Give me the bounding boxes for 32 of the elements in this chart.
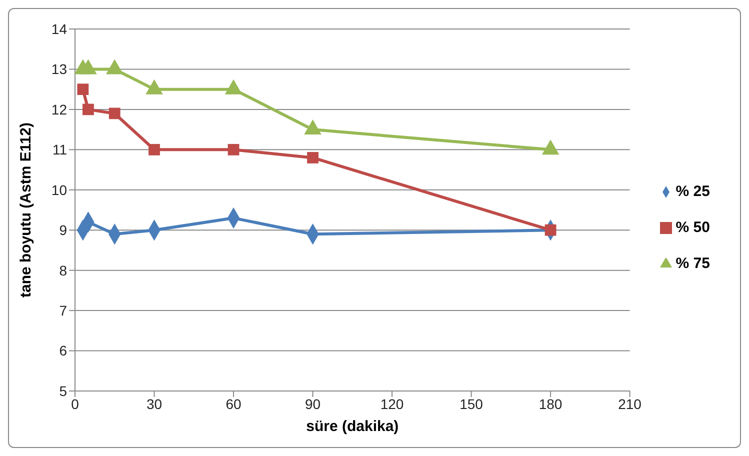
y-tick-label: 8 xyxy=(59,262,68,278)
y-tick-label: 11 xyxy=(52,142,68,158)
x-tick-label: 90 xyxy=(304,396,321,412)
point xyxy=(146,79,163,94)
x-tick-label: 60 xyxy=(226,396,242,412)
legend-label: % 25 xyxy=(676,183,710,200)
y-tick-label: 12 xyxy=(51,101,68,118)
y-tick-label: 13 xyxy=(51,61,68,78)
point xyxy=(148,144,160,156)
point xyxy=(304,120,322,135)
legend-label: % 50 xyxy=(676,219,710,236)
x-tick-label: 180 xyxy=(538,396,562,412)
x-tick-label: 120 xyxy=(380,396,404,412)
point xyxy=(307,152,318,164)
x-tick-label: 0 xyxy=(71,396,80,412)
point xyxy=(106,59,124,74)
x-axis-title: süre (dakika) xyxy=(306,418,399,435)
x-tick-label: 150 xyxy=(460,396,484,412)
x-tick-label: 30 xyxy=(146,396,162,412)
y-tick-label: 9 xyxy=(59,222,68,238)
point xyxy=(224,79,242,94)
y-axis-title: tane boyutu (Astm E112) xyxy=(17,122,34,298)
legend-label: % 75 xyxy=(676,255,710,272)
point xyxy=(228,144,240,156)
y-tick-label: 10 xyxy=(51,182,68,198)
y-tick-label: 14 xyxy=(51,20,68,37)
y-tick-label: 7 xyxy=(59,302,68,319)
y-tick-label: 5 xyxy=(59,382,68,399)
y-tick-label: 6 xyxy=(59,342,68,359)
x-tick-label: 210 xyxy=(618,396,642,412)
point xyxy=(542,140,560,155)
point xyxy=(80,59,97,74)
